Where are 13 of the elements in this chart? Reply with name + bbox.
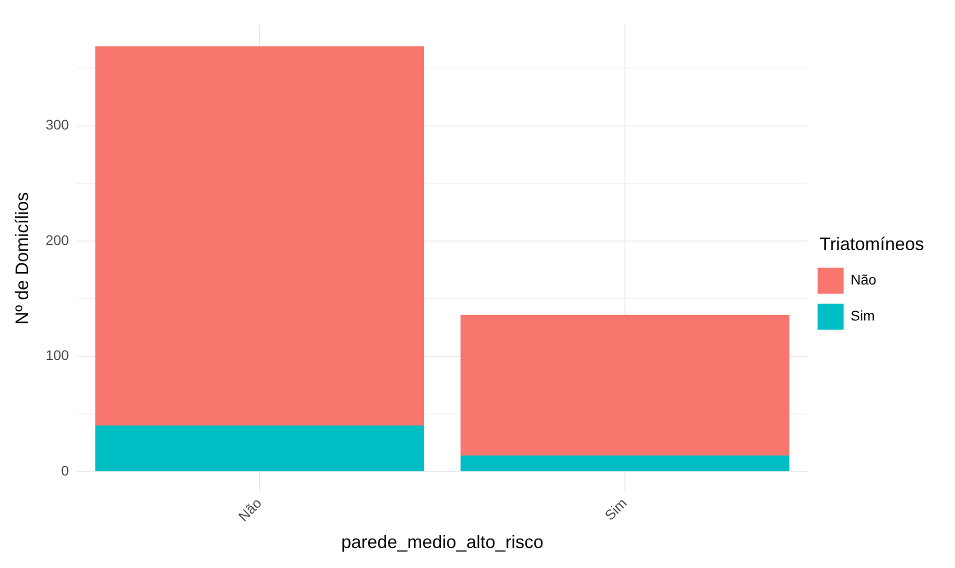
- y-axis-title: Nº de Domicílios: [12, 192, 32, 325]
- legend-label: Sim: [850, 308, 875, 324]
- y-tick-label: 300: [46, 116, 70, 133]
- x-axis-title: parede_medio_alto_risco: [341, 532, 544, 552]
- y-tick-label: 100: [46, 347, 70, 364]
- legend-label: Não: [850, 272, 877, 288]
- bar: [460, 314, 790, 456]
- bar: [95, 46, 424, 426]
- legend-title: Triatomíneos: [820, 234, 924, 254]
- y-tick-label: 0: [61, 462, 70, 478]
- bar: [460, 455, 790, 472]
- y-tick-label: 200: [46, 232, 70, 248]
- bar: [95, 426, 424, 472]
